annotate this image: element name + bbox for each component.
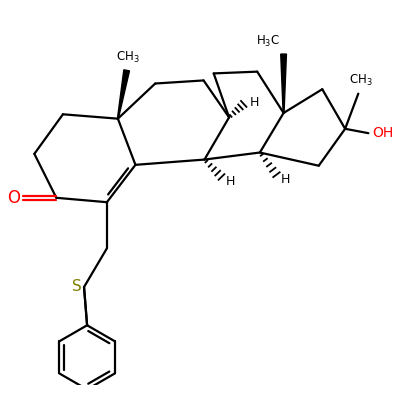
Text: H: H	[226, 174, 235, 188]
Text: CH$_3$: CH$_3$	[349, 73, 372, 88]
Text: H: H	[250, 96, 259, 109]
Polygon shape	[281, 54, 286, 113]
Text: S: S	[72, 279, 82, 294]
Polygon shape	[118, 70, 130, 119]
Text: H: H	[280, 173, 290, 186]
Text: CH$_3$: CH$_3$	[116, 50, 139, 65]
Text: O: O	[7, 189, 20, 207]
Text: H$_3$C: H$_3$C	[256, 34, 280, 49]
Text: OH: OH	[372, 126, 393, 140]
